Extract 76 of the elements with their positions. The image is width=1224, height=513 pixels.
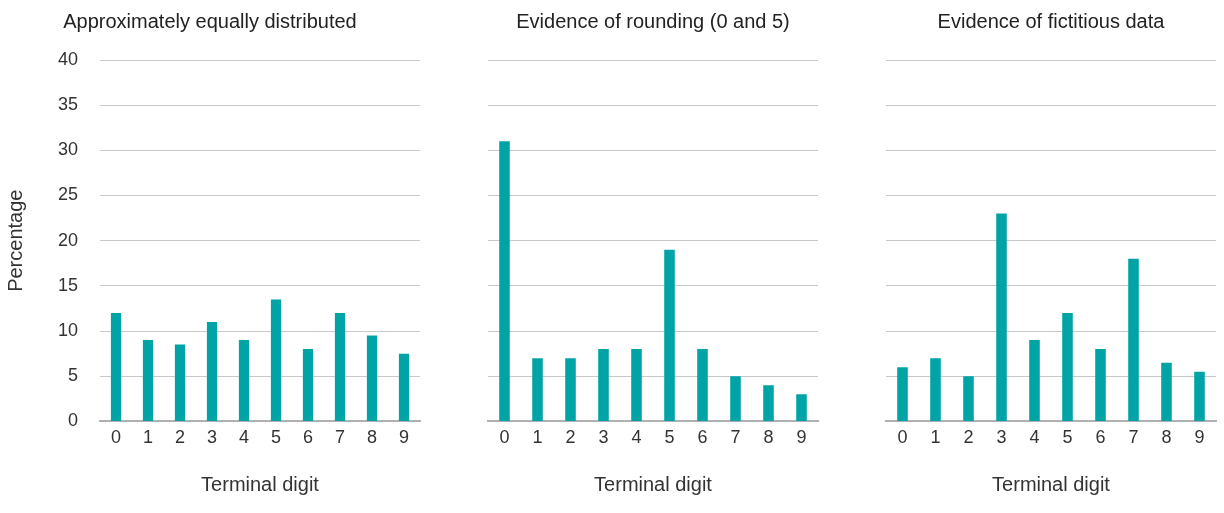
bar	[238, 340, 250, 421]
x-tick-label: 4	[239, 427, 250, 448]
x-tick-label: 7	[730, 427, 741, 448]
y-tick-label: 35	[57, 94, 79, 115]
x-tick-label: 3	[207, 427, 218, 448]
x-tick-label: 9	[1194, 427, 1205, 448]
x-tick-label: 2	[565, 427, 576, 448]
y-axis-title: Percentage	[3, 189, 26, 292]
x-tick-label: 9	[398, 427, 410, 448]
y-tick-label: 40	[57, 48, 79, 69]
bar	[664, 249, 675, 421]
bar	[697, 349, 708, 421]
bar	[206, 322, 218, 421]
x-tick-label: 2	[175, 427, 186, 448]
bar	[532, 358, 543, 421]
bar	[1062, 312, 1073, 421]
bar	[996, 213, 1007, 421]
x-tick-label: 8	[763, 427, 774, 448]
x-tick-label: 8	[1161, 427, 1172, 448]
y-tick-label: 0	[68, 410, 79, 431]
bar	[897, 367, 908, 421]
bar	[174, 344, 186, 421]
x-tick-label: 6	[303, 427, 314, 448]
bar	[270, 299, 282, 421]
bar	[565, 358, 576, 421]
x-tick-label: 7	[1128, 427, 1139, 448]
x-tick-label: 0	[897, 427, 908, 448]
x-tick-label: 0	[499, 427, 510, 448]
bar	[631, 349, 642, 421]
bar	[1194, 371, 1205, 421]
bar	[930, 358, 941, 421]
x-axis-title: Terminal digit	[201, 472, 320, 495]
x-tick-label: 5	[1062, 427, 1073, 448]
x-tick-label: 0	[111, 427, 122, 448]
x-tick-label: 9	[796, 427, 807, 448]
bar	[1029, 340, 1040, 421]
chart-title: Evidence of fictitious data	[937, 9, 1166, 32]
bar	[499, 141, 510, 421]
x-axis-title: Terminal digit	[992, 472, 1111, 495]
x-tick-label: 1	[930, 427, 941, 448]
y-tick-label: 15	[57, 274, 79, 295]
bar	[334, 312, 346, 421]
bar	[398, 353, 410, 421]
x-tick-label: 4	[631, 427, 642, 448]
x-tick-label: 3	[598, 427, 609, 448]
bar	[730, 376, 741, 421]
x-tick-label: 5	[271, 427, 282, 448]
bar	[963, 376, 974, 421]
bar	[366, 335, 378, 421]
bar	[598, 349, 609, 421]
bar	[1128, 258, 1139, 421]
bar	[110, 312, 122, 421]
x-tick-label: 4	[1029, 427, 1040, 448]
x-tick-label: 6	[697, 427, 708, 448]
y-tick-label: 25	[57, 184, 79, 205]
bar	[302, 349, 314, 421]
y-tick-label: 30	[57, 139, 79, 160]
bar	[1161, 362, 1172, 421]
bar	[796, 394, 807, 421]
x-tick-label: 1	[532, 427, 543, 448]
x-tick-label: 2	[963, 427, 974, 448]
x-tick-label: 7	[335, 427, 346, 448]
x-tick-label: 8	[367, 427, 378, 448]
bar	[763, 385, 774, 421]
x-tick-label: 1	[143, 427, 154, 448]
x-tick-label: 5	[664, 427, 675, 448]
chart-title: Evidence of rounding (0 and 5)	[516, 9, 790, 32]
y-tick-label: 10	[57, 320, 79, 341]
x-tick-label: 6	[1095, 427, 1106, 448]
chart-title: Approximately equally distributed	[63, 9, 357, 32]
x-tick-label: 3	[996, 427, 1007, 448]
bar	[1095, 349, 1106, 421]
x-axis-title: Terminal digit	[594, 472, 713, 495]
y-tick-label: 5	[68, 365, 79, 386]
bar	[142, 340, 154, 421]
y-tick-label: 20	[57, 229, 79, 250]
